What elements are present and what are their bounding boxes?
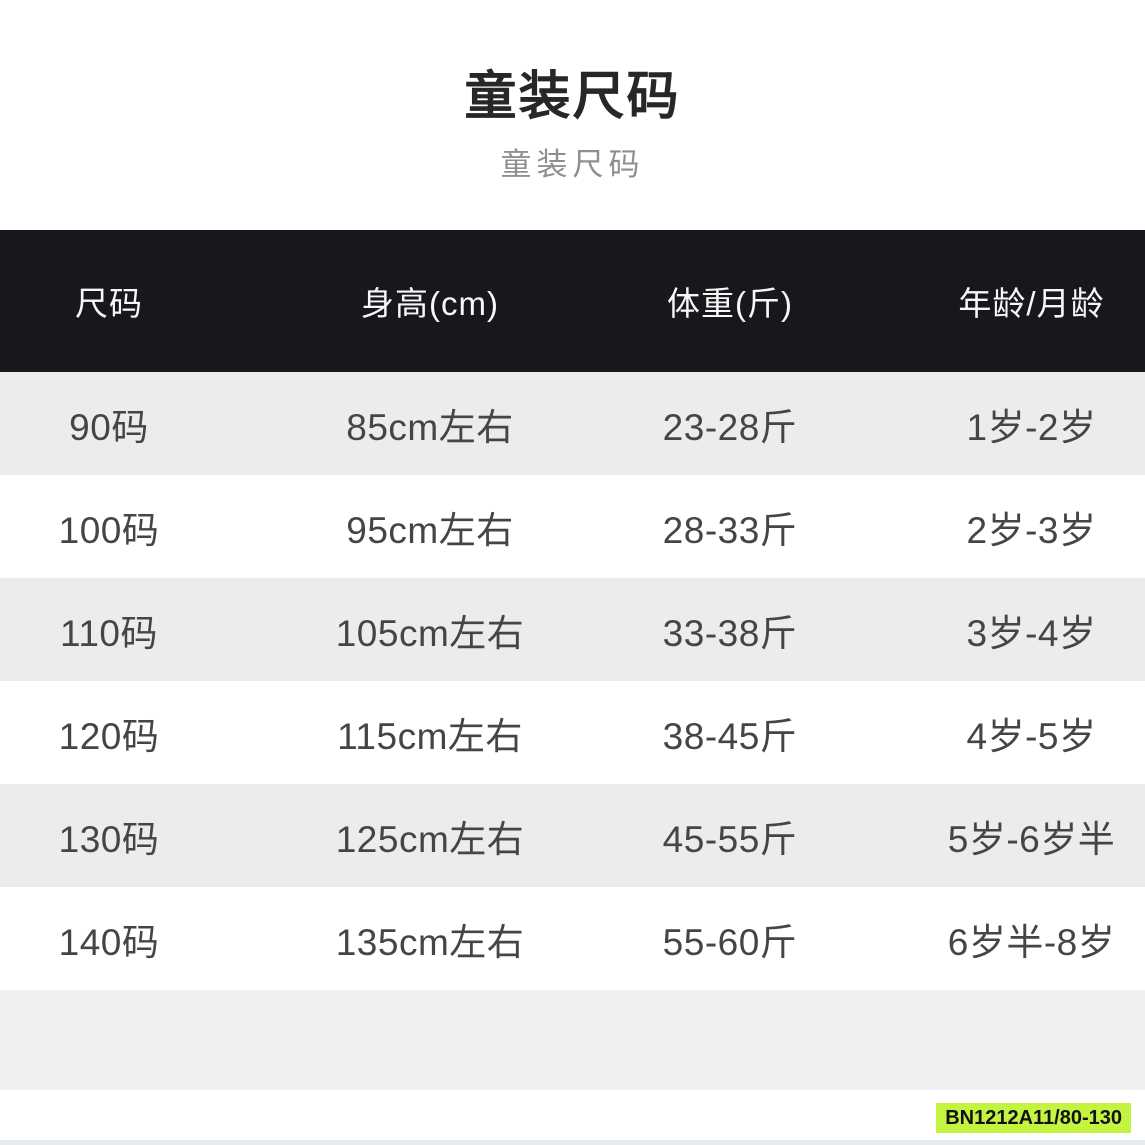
cell-size: 110码 [60, 612, 158, 654]
cell-weight: 45-55斤 [662, 818, 798, 860]
empty-trailing-row [0, 990, 1145, 1090]
size-table: 尺码 身高(cm) 体重(斤) 年龄/月龄 90码 85cm左右 23-28斤 … [0, 230, 1145, 1090]
table-row: 130码 125cm左右 45-55斤 5岁-6岁半 [0, 784, 1145, 887]
cell-size: 100码 [58, 509, 160, 551]
table-row: 140码 135cm左右 55-60斤 6岁半-8岁 [0, 887, 1145, 990]
cell-weight: 23-28斤 [662, 406, 798, 448]
cell-weight: 55-60斤 [662, 921, 798, 963]
column-header-age: 年龄/月龄 [958, 285, 1105, 322]
table-row: 110码 105cm左右 33-38斤 3岁-4岁 [0, 578, 1145, 681]
cell-height: 105cm左右 [335, 612, 525, 654]
cell-size: 120码 [58, 715, 160, 757]
cell-height: 135cm左右 [335, 921, 525, 963]
column-header-size: 尺码 [75, 285, 143, 322]
page-title: 童装尺码 [464, 68, 681, 126]
cell-height: 115cm左右 [337, 715, 523, 757]
cell-age: 1岁-2岁 [966, 406, 1097, 448]
cell-age: 6岁半-8岁 [947, 921, 1116, 963]
cell-weight: 28-33斤 [662, 509, 798, 551]
page-subtitle: 童装尺码 [500, 147, 645, 182]
bottom-edge-strip [0, 1140, 1145, 1145]
cell-age: 2岁-3岁 [966, 509, 1097, 551]
cell-weight: 33-38斤 [662, 612, 798, 654]
cell-age: 4岁-5岁 [966, 715, 1097, 757]
cell-age: 5岁-6岁半 [947, 818, 1116, 860]
column-header-height: 身高(cm) [361, 285, 499, 322]
table-row: 90码 85cm左右 23-28斤 1岁-2岁 [0, 372, 1145, 475]
table-row: 120码 115cm左右 38-45斤 4岁-5岁 [0, 681, 1145, 784]
cell-height: 125cm左右 [335, 818, 525, 860]
cell-height: 85cm左右 [346, 406, 514, 448]
cell-size: 130码 [58, 818, 160, 860]
cell-size: 90码 [69, 406, 149, 448]
cell-height: 95cm左右 [346, 509, 514, 551]
table-row: 100码 95cm左右 28-33斤 2岁-3岁 [0, 475, 1145, 578]
cell-age: 3岁-4岁 [966, 612, 1097, 654]
sku-badge: BN1212A11/80-130 [936, 1103, 1131, 1133]
column-header-weight: 体重(斤) [667, 285, 793, 322]
cell-weight: 38-45斤 [662, 715, 798, 757]
cell-size: 140码 [58, 921, 160, 963]
table-header-row: 尺码 身高(cm) 体重(斤) 年龄/月龄 [0, 230, 1145, 372]
